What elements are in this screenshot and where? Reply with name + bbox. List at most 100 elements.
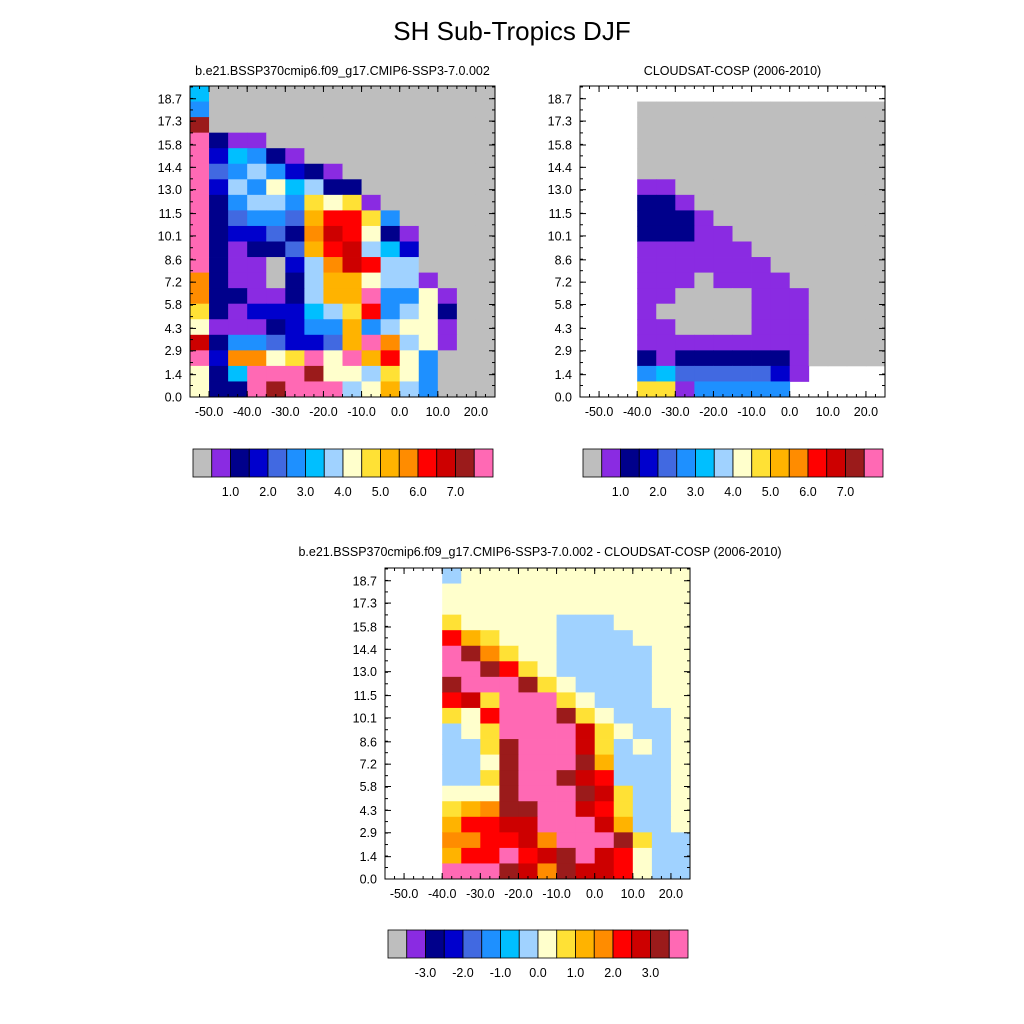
colorbar-label: 3.0 <box>297 485 314 499</box>
heatmap-cell <box>865 350 886 367</box>
heatmap-cell <box>442 770 462 787</box>
colorbar-swatch <box>695 448 715 478</box>
heatmap-cell <box>342 303 362 320</box>
heatmap-cell <box>518 599 538 616</box>
heatmap-cell <box>418 117 439 134</box>
heatmap-cell <box>751 117 772 134</box>
heatmap-cell <box>637 381 657 398</box>
heatmap-cell <box>694 272 714 289</box>
heatmap-cell <box>846 288 867 305</box>
heatmap-cell <box>266 288 286 305</box>
heatmap-cell <box>304 334 324 351</box>
heatmap-cell <box>418 163 439 180</box>
heatmap-cell <box>575 863 596 880</box>
heatmap-cell <box>789 117 810 134</box>
heatmap-cell <box>537 568 557 584</box>
heatmap-cell <box>556 614 577 631</box>
heatmap-cell <box>342 86 362 102</box>
heatmap-cell <box>656 210 676 227</box>
heatmap-cell <box>846 241 867 258</box>
heatmap-cell <box>518 661 538 678</box>
heatmap-cell <box>537 707 557 724</box>
heatmap-cell <box>613 754 634 771</box>
heatmap-cell <box>651 739 672 755</box>
heatmap-cell <box>456 210 477 227</box>
colorbar-label: 4.0 <box>334 485 351 499</box>
heatmap-cell <box>456 319 477 336</box>
heatmap-cell <box>656 365 676 382</box>
heatmap-cell <box>751 257 772 273</box>
heatmap-cell <box>713 194 733 211</box>
colorbar-swatch <box>770 448 790 478</box>
heatmap-cell <box>228 319 248 336</box>
heatmap-cell <box>732 288 752 305</box>
heatmap-cell <box>304 210 324 227</box>
heatmap-cell <box>456 257 477 273</box>
heatmap-cell <box>380 365 401 382</box>
heatmap-cell <box>613 863 634 880</box>
heatmap-cell <box>846 210 867 227</box>
heatmap-cell <box>380 132 401 149</box>
heatmap-cell <box>418 303 439 320</box>
heatmap-cell <box>789 365 810 382</box>
heatmap-cell <box>228 272 248 289</box>
colorbar-swatch <box>398 448 419 478</box>
heatmap-cell <box>380 257 401 273</box>
heatmap-cell <box>789 257 810 273</box>
heatmap-cell <box>656 272 676 289</box>
heatmap-cell <box>713 257 733 273</box>
heatmap-cell <box>323 179 343 196</box>
heatmap-cell <box>732 163 752 180</box>
heatmap-cell <box>556 801 577 818</box>
heatmap-cell <box>247 365 267 382</box>
heatmap-cell <box>556 816 577 833</box>
heatmap-cell <box>865 210 886 227</box>
heatmap-cell <box>613 847 634 864</box>
heatmap-cell <box>418 319 439 336</box>
heatmap-cell <box>475 381 496 398</box>
heatmap-cell <box>209 179 229 196</box>
heatmap-cell <box>732 257 752 273</box>
y-tick-label: 5.8 <box>165 298 182 312</box>
heatmap-cell <box>380 319 401 336</box>
heatmap-cell <box>594 816 615 833</box>
x-tick-label: 20.0 <box>659 887 683 901</box>
heatmap-cell <box>475 257 496 273</box>
heatmap-cell <box>361 117 382 134</box>
colorbar-label: 4.0 <box>724 485 741 499</box>
y-tick-label: 11.5 <box>354 689 377 703</box>
heatmap-cell <box>456 365 477 382</box>
heatmap-cell <box>499 645 519 662</box>
heatmap-cell <box>694 288 714 305</box>
heatmap-cell <box>675 319 695 336</box>
heatmap-cell <box>418 365 439 382</box>
heatmap-cell <box>499 676 519 693</box>
heatmap-cell <box>518 754 538 771</box>
heatmap-cell <box>380 86 401 102</box>
heatmap-cell <box>732 194 752 211</box>
heatmap-cell <box>285 179 305 196</box>
heatmap-cell <box>632 661 653 678</box>
heatmap-cell <box>190 272 210 289</box>
heatmap-cell <box>713 225 733 242</box>
colorbar-label: 2.0 <box>259 485 276 499</box>
heatmap-cell <box>304 241 324 258</box>
colorbar-label: 1.0 <box>567 966 584 980</box>
heatmap-cell <box>247 101 267 118</box>
heatmap-cell <box>675 381 695 398</box>
heatmap-cell <box>190 288 210 305</box>
heatmap-cell <box>865 319 886 336</box>
heatmap-cell <box>732 101 752 118</box>
heatmap-cell <box>656 319 676 336</box>
heatmap-cell <box>361 179 382 196</box>
heatmap-cell <box>537 847 557 864</box>
heatmap-cell <box>442 614 462 631</box>
heatmap-cell <box>675 194 695 211</box>
heatmap-cell <box>537 676 557 693</box>
heatmap-cell <box>461 599 481 616</box>
heatmap-cell <box>480 645 500 662</box>
heatmap-cell <box>789 241 810 258</box>
y-tick-label: 2.9 <box>555 344 572 358</box>
heatmap-cell <box>323 272 343 289</box>
heatmap-cell <box>285 225 305 242</box>
